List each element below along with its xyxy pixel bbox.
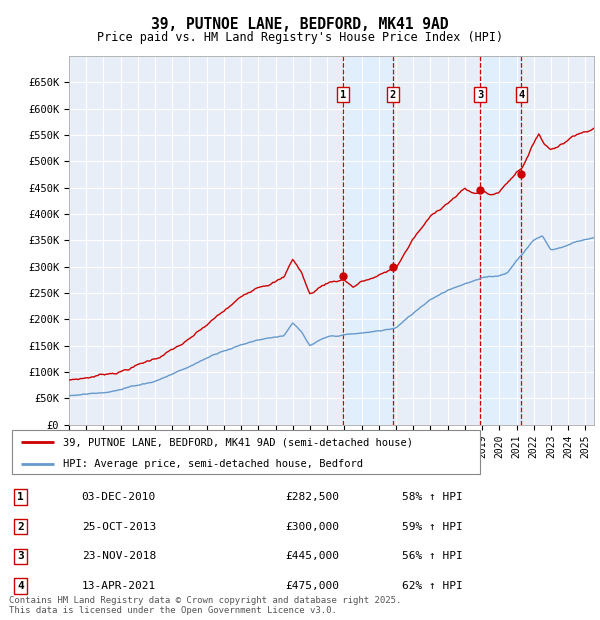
Text: 4: 4 [17, 581, 24, 591]
Text: 56% ↑ HPI: 56% ↑ HPI [402, 551, 463, 561]
Text: £282,500: £282,500 [286, 492, 340, 502]
Text: 23-NOV-2018: 23-NOV-2018 [82, 551, 156, 561]
Text: Price paid vs. HM Land Registry's House Price Index (HPI): Price paid vs. HM Land Registry's House … [97, 31, 503, 44]
Text: 39, PUTNOE LANE, BEDFORD, MK41 9AD: 39, PUTNOE LANE, BEDFORD, MK41 9AD [151, 17, 449, 32]
Text: 25-OCT-2013: 25-OCT-2013 [82, 521, 156, 531]
Bar [480, 56, 521, 425]
Text: HPI: Average price, semi-detached house, Bedford: HPI: Average price, semi-detached house,… [64, 459, 364, 469]
Text: 4: 4 [518, 89, 524, 100]
Text: 1: 1 [17, 492, 24, 502]
Text: 03-DEC-2010: 03-DEC-2010 [82, 492, 156, 502]
Text: 2: 2 [389, 89, 396, 100]
Text: 39, PUTNOE LANE, BEDFORD, MK41 9AD (semi-detached house): 39, PUTNOE LANE, BEDFORD, MK41 9AD (semi… [64, 437, 413, 447]
Text: 3: 3 [477, 89, 484, 100]
Text: £475,000: £475,000 [286, 581, 340, 591]
Text: 2: 2 [17, 521, 24, 531]
Text: 3: 3 [17, 551, 24, 561]
Text: 1: 1 [340, 89, 346, 100]
Text: 58% ↑ HPI: 58% ↑ HPI [402, 492, 463, 502]
Text: 59% ↑ HPI: 59% ↑ HPI [402, 521, 463, 531]
Text: 13-APR-2021: 13-APR-2021 [82, 581, 156, 591]
Text: £445,000: £445,000 [286, 551, 340, 561]
Bar [343, 56, 393, 425]
Text: £300,000: £300,000 [286, 521, 340, 531]
Text: 62% ↑ HPI: 62% ↑ HPI [402, 581, 463, 591]
Text: Contains HM Land Registry data © Crown copyright and database right 2025.
This d: Contains HM Land Registry data © Crown c… [9, 596, 401, 615]
FancyBboxPatch shape [12, 430, 480, 474]
